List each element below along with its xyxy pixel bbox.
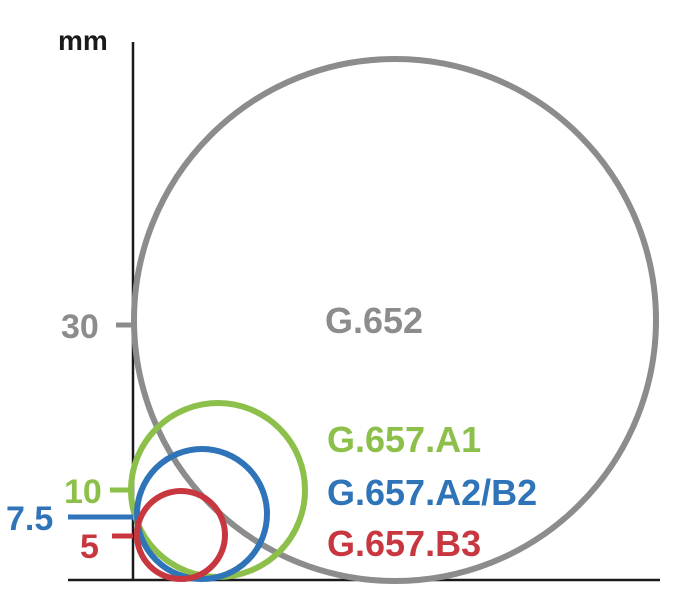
label-g652: G.652 [325,300,423,341]
tick-label-7-5: 7.5 [6,500,53,538]
label-g657-b3: G.657.B3 [327,523,481,564]
label-g657-a2b2: G.657.A2/B2 [327,472,537,513]
tick-label-30: 30 [61,308,99,346]
unit-label: mm [58,25,108,56]
tick-label-10: 10 [64,473,102,511]
circle-g657-a1 [128,400,308,580]
label-g657-a1: G.657.A1 [327,419,481,460]
circle-g657-b3 [134,488,228,582]
circle-g657-a2b2 [134,446,270,582]
circle-g652 [131,56,659,584]
tick-label-5: 5 [80,528,99,566]
